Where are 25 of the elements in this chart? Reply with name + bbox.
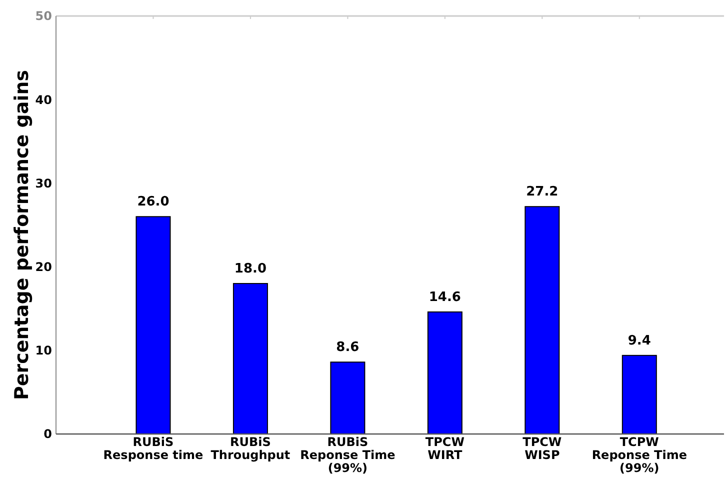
y-axis-title: Percentage performance gains <box>11 70 33 400</box>
data-label: 26.0 <box>137 194 170 210</box>
bar <box>330 362 366 434</box>
data-label: 14.6 <box>428 290 461 305</box>
x-tick-label: TPCW WIRT <box>425 435 464 462</box>
y-tick-label: 0 <box>44 427 52 442</box>
bar <box>136 216 171 434</box>
bar <box>622 354 657 434</box>
y-tick-label: 10 <box>35 344 52 358</box>
data-label: 8.6 <box>336 340 360 356</box>
bar <box>427 311 462 434</box>
x-tick-label: TCPW Reponse Time (99%) <box>592 435 687 475</box>
y-tick-label: 40 <box>35 92 52 107</box>
y-tick-label: 20 <box>35 260 52 274</box>
bar <box>232 283 268 434</box>
data-label: 9.4 <box>628 333 651 348</box>
x-tick-label: TPCW WISP <box>522 435 562 462</box>
x-tick-label: RUBiS Response time <box>103 435 204 462</box>
data-label: 27.2 <box>526 184 558 200</box>
y-tick-label: 50 <box>35 9 52 24</box>
x-tick-label: RUBiS Throughput <box>210 435 290 462</box>
data-label: 18.0 <box>234 262 267 277</box>
y-tick-label: 30 <box>35 176 52 190</box>
bar <box>524 206 560 434</box>
x-tick-label: RUBiS Reponse Time (99%) <box>300 435 396 475</box>
